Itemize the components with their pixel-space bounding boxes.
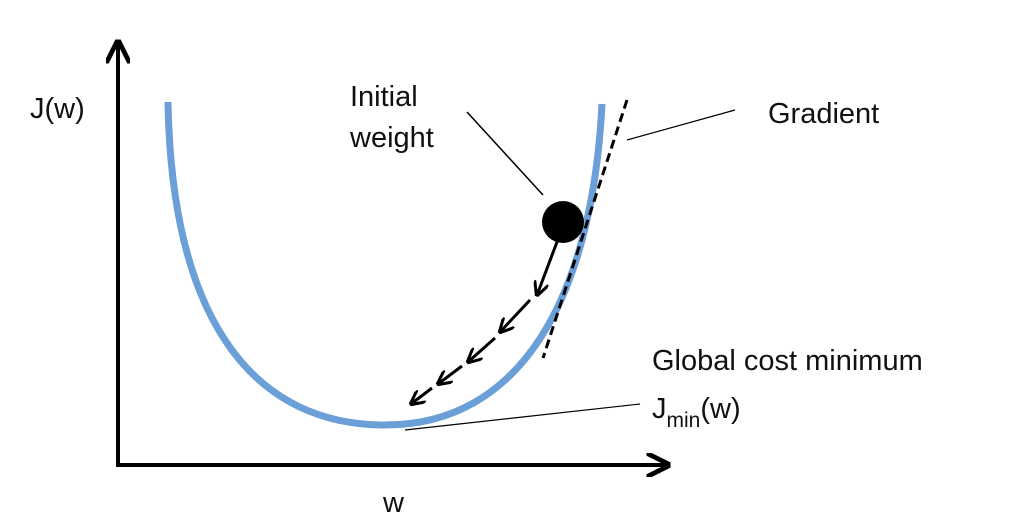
annotation: Gradient bbox=[768, 98, 879, 130]
annotation: weight bbox=[349, 122, 434, 154]
step-arrow bbox=[411, 386, 433, 404]
x-axis-label: w bbox=[382, 487, 405, 519]
leader-line bbox=[404, 403, 641, 431]
step-arrow bbox=[468, 336, 496, 362]
leader-line bbox=[626, 109, 736, 141]
annotation: Global cost minimum bbox=[652, 345, 923, 377]
annotation: Initial bbox=[350, 81, 418, 113]
symbol: J bbox=[652, 393, 667, 425]
step-arrow bbox=[500, 298, 532, 332]
descent-steps bbox=[411, 241, 559, 404]
step-arrow bbox=[537, 241, 559, 295]
subscript: min bbox=[667, 409, 701, 432]
gradient-tangent bbox=[541, 99, 629, 359]
leader-line bbox=[466, 111, 544, 196]
initial-weight-ball bbox=[542, 201, 584, 243]
step-arrow bbox=[438, 364, 463, 384]
annotation: Jmin(w) bbox=[652, 393, 741, 432]
y-axis-label: J(w) bbox=[30, 93, 85, 125]
symbol-suffix: (w) bbox=[700, 393, 740, 425]
